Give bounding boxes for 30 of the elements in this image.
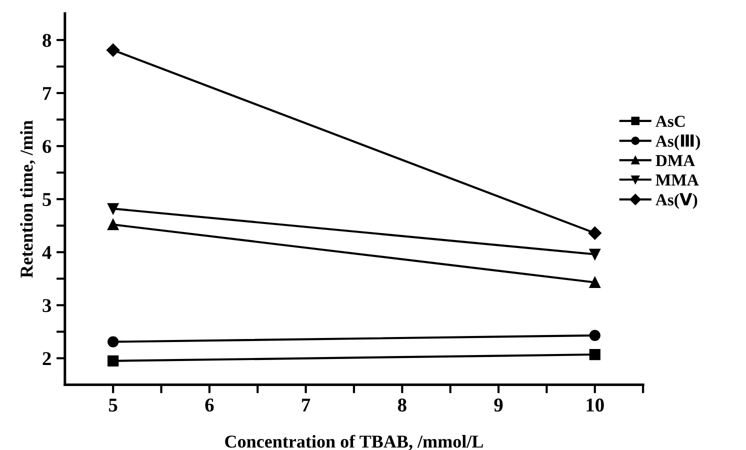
point (108, 219, 119, 230)
legend-label: DMA (656, 155, 696, 166)
point (589, 248, 600, 260)
y-tick-label: 2 (42, 352, 51, 365)
y-tick-label: 6 (42, 140, 52, 154)
x-tick-label: 7 (302, 398, 310, 412)
point (108, 203, 119, 214)
y-tick-label: 7 (43, 87, 52, 100)
y-axis-title: Retention time, /min (20, 120, 36, 278)
x-tick-label: 10 (586, 398, 604, 412)
legend-label: As(Ⅴ) (656, 193, 698, 209)
x-tick-label: 8 (398, 398, 406, 412)
legend-label: As(Ⅲ) (656, 134, 700, 150)
x-tick-label: 5 (109, 398, 118, 412)
point (589, 330, 600, 341)
point (589, 276, 600, 288)
point (589, 348, 600, 360)
x-tick-label: 9 (494, 398, 503, 412)
x-axis-title: Concentration of TBAB, /mmol/L (225, 434, 483, 450)
y-tick-label: 4 (42, 246, 52, 259)
point (108, 336, 119, 348)
point (588, 226, 602, 240)
x-tick-label: 6 (205, 398, 214, 412)
legend-label: MMA (656, 174, 699, 186)
y-tick-label: 8 (42, 34, 52, 47)
legend-label: AsC (656, 116, 685, 127)
point (108, 355, 119, 366)
y-tick-label: 3 (42, 299, 52, 312)
point (106, 44, 120, 57)
y-tick-label: 5 (42, 193, 51, 206)
